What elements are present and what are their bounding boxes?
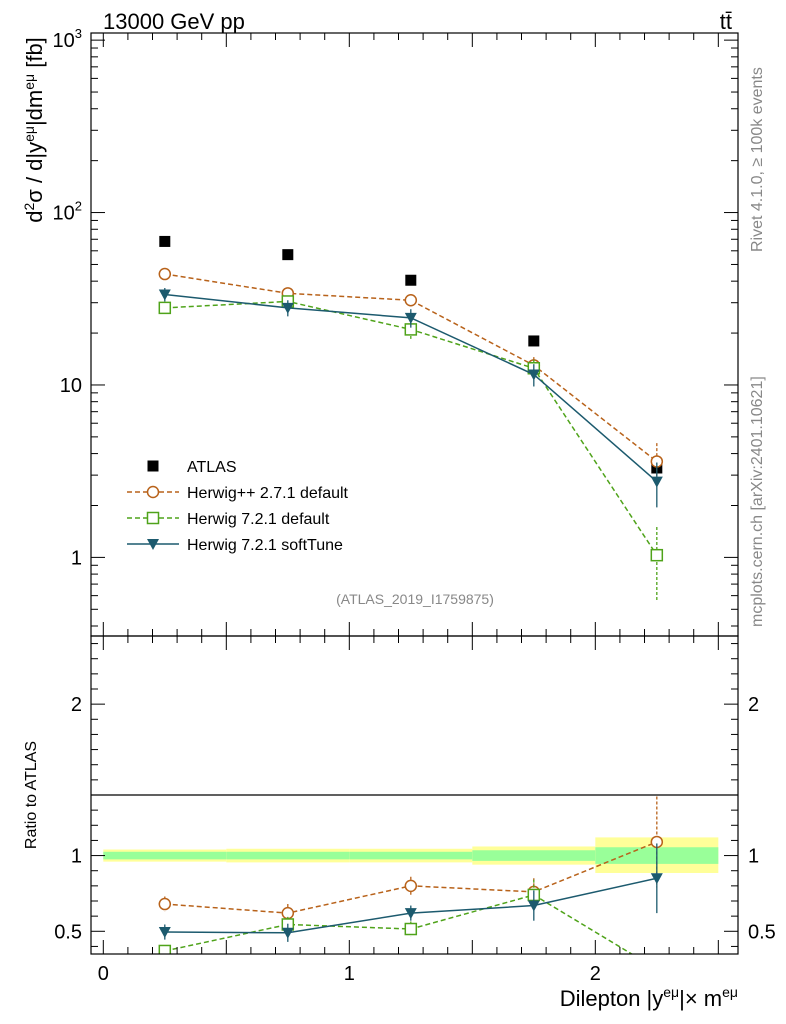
- data-point-herwig-721-default: [651, 964, 662, 975]
- main-series-atlas: [159, 235, 663, 474]
- data-point-herwig-721-softtune: [650, 873, 663, 885]
- x-tick-label: 2: [590, 963, 601, 985]
- data-point-herwig-721-softtune: [158, 927, 171, 939]
- data-point-herwig-721-softtune: [527, 900, 540, 912]
- ratio-y-tick-label-right: 0.5: [748, 921, 776, 943]
- ratio-y-axis-label: Ratio to ATLAS: [23, 741, 40, 849]
- ratio-band-inner: [103, 851, 227, 860]
- data-point-herwig-721-default: [404, 922, 418, 936]
- ratio-band-inner: [226, 851, 350, 860]
- data-point-herwig-721-softtune: [147, 539, 159, 550]
- main-series-herwig-7-2-1-softtune: [158, 288, 663, 508]
- data-point-atlas: [528, 335, 540, 347]
- legend: ATLAS Herwig++ 2.7.1 default Herwig 7.2.1 …: [127, 459, 349, 554]
- data-point-herwigpp-271-default: [404, 294, 418, 307]
- ratio-y-tick-label-left: 2: [71, 694, 82, 716]
- main-series-herwig-7-2-1-default: [158, 295, 664, 601]
- ratio-axis-ticks: 0.5 0.5 1 1 2 2 0 1 2: [54, 636, 776, 985]
- data-point-herwig-721-softtune: [281, 302, 294, 314]
- ratio-series: [158, 796, 664, 975]
- mcplots-label: mcplots.cern.ch [arXiv:2401.10621]: [749, 376, 766, 627]
- main-axis-ticks: 1 10 102 103: [53, 26, 738, 636]
- process-label: tt̄: [720, 9, 732, 34]
- main-y-tick-label: 1: [71, 547, 82, 569]
- analysis-id: (ATLAS_2019_I1759875): [336, 591, 494, 607]
- x-tick-label: 0: [98, 963, 109, 985]
- series-line: [164, 273, 658, 463]
- rivet-label: Rivet 4.1.0, ≥ 100k events: [749, 67, 766, 252]
- data-point-herwig-721-default: [158, 301, 172, 315]
- x-axis-label: Dilepton |yeμ|× meμ: [560, 984, 738, 1011]
- data-point-herwigpp-271-default: [404, 879, 418, 893]
- main-series-herwig-2-7-1-default: [158, 267, 664, 486]
- main-y-tick-label: 103: [53, 26, 82, 52]
- legend-label: Herwig++ 2.7.1 default: [187, 485, 349, 502]
- ratio-series-herwig-7-2-1-softtune: [158, 843, 663, 942]
- data-point-herwig-721-default: [146, 511, 160, 525]
- ratio-band-inner: [472, 850, 596, 861]
- ratio-y-tick-label-right: 1: [748, 846, 759, 868]
- data-point-herwig-721-softtune: [404, 312, 417, 324]
- data-point-herwig-721-softtune: [158, 289, 171, 301]
- data-point-herwigpp-271-default: [158, 897, 172, 911]
- ratio-y-tick-label-left: 0.5: [54, 921, 82, 943]
- main-y-tick-label: 102: [53, 199, 82, 225]
- data-point-atlas: [147, 460, 159, 472]
- data-point-herwig-721-softtune: [404, 908, 417, 920]
- x-tick-label: 1: [344, 963, 355, 985]
- data-point-herwig-721-default: [650, 548, 664, 562]
- data-point-atlas: [159, 235, 171, 247]
- energy-label: 13000 GeV pp: [103, 9, 245, 34]
- data-point-herwig-721-softtune: [650, 476, 663, 488]
- data-point-herwig-721-softtune: [527, 369, 540, 381]
- legend-label: Herwig 7.2.1 default: [187, 511, 330, 528]
- main-series: [158, 235, 664, 601]
- legend-label: Herwig 7.2.1 softTune: [187, 537, 343, 554]
- data-point-herwig-721-default: [158, 944, 172, 954]
- ratio-band-inner: [349, 851, 473, 860]
- main-y-tick-label: 10: [60, 375, 82, 397]
- data-point-herwigpp-271-default: [158, 267, 172, 281]
- ratio-y-tick-label-right: 2: [748, 694, 759, 716]
- ratio-y-tick-label-left: 1: [71, 846, 82, 868]
- legend-label: ATLAS: [187, 459, 237, 476]
- data-point-herwig-721-softtune: [281, 927, 294, 939]
- main-y-axis-label: d2σ / d|yeμ|dmeμ [fb]: [21, 37, 47, 223]
- data-point-atlas: [405, 274, 417, 286]
- data-point-atlas: [282, 249, 294, 261]
- data-point-herwigpp-271-default: [146, 485, 160, 499]
- ratio-bands: [103, 837, 719, 873]
